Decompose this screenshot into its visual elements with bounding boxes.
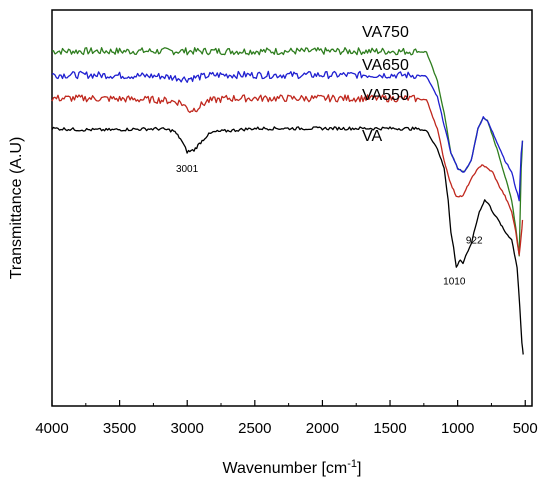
x-tick-label: 3500 [103,420,136,437]
series-lines [51,47,524,355]
series-line-va [51,126,524,355]
x-tick-label: 1500 [373,420,406,437]
x-tick-label: 3000 [171,420,204,437]
peak-label-1010: 1010 [443,276,466,287]
x-tick-label: 4000 [35,420,68,437]
x-tick-label: 1000 [441,420,474,437]
x-axis-title: Wavenumber [cm-1] [222,458,361,477]
series-line-va550 [51,94,524,256]
y-axis-title: Transmittance (A.U) [8,137,25,280]
series-line-va750 [51,47,524,257]
x-tick-label: 2000 [306,420,339,437]
x-tick-label: 500 [513,420,538,437]
series-label-va650: VA650 [362,57,409,74]
x-tick-label: 2500 [238,420,271,437]
peak-label-922: 922 [466,236,483,247]
peak-label-3001: 3001 [176,164,199,175]
series-label-va750: VA750 [362,24,409,41]
x-axis-ticks: 4000 3500 3000 2500 2000 1500 1000 500 [35,400,538,437]
peak-annotations: 3001 1010 922 [176,164,483,288]
series-labels: VA750 VA650 VA550 VA [362,24,409,145]
series-label-va: VA [362,128,382,145]
series-line-va650 [51,70,524,202]
series-label-va550: VA550 [362,87,409,104]
plot-frame [51,9,533,407]
